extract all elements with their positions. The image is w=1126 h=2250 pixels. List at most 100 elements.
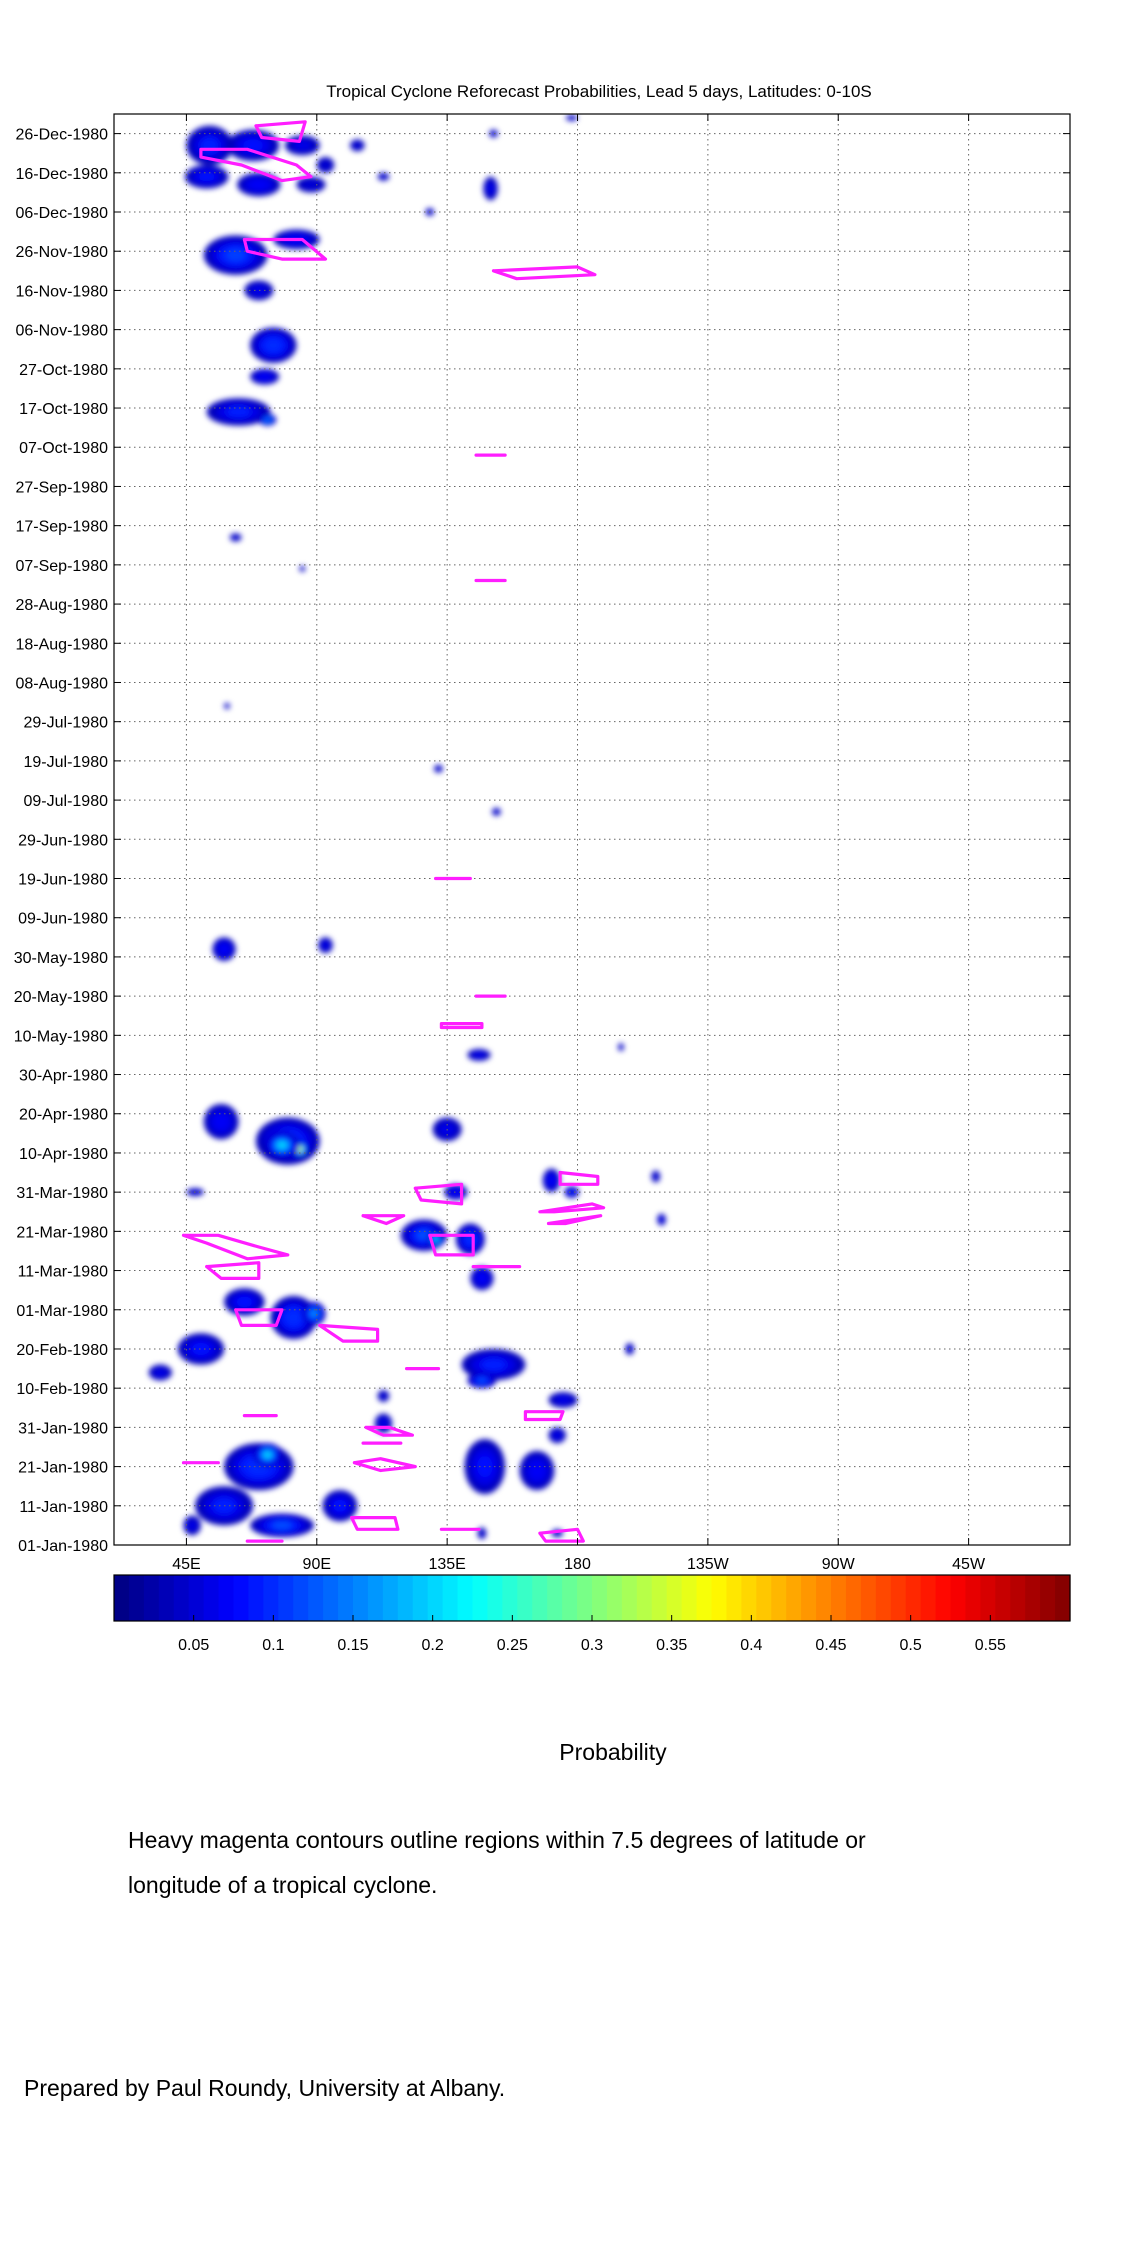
colorbar-cell-17 [367,1575,384,1621]
colorbar-cell-34 [621,1575,638,1621]
probability-blob-60-level-1 [353,142,362,149]
probability-blob-65-level-1 [380,174,387,179]
y-tick-label-32: 16-Nov-1980 [16,283,109,300]
colorbar-cell-46 [801,1575,817,1621]
colorbar-cell-60 [1010,1575,1026,1621]
chart-title: Tropical Cyclone Reforecast Probabilitie… [326,82,872,101]
probability-blob-24-level-5 [433,1237,438,1241]
colorbar-tick-label-8: 0.45 [815,1637,846,1654]
y-tick-label-17: 19-Jun-1980 [18,872,108,889]
y-tick-label-12: 30-Apr-1980 [19,1068,108,1085]
probability-blob-39-level-5 [264,1452,271,1458]
colorbar-cell-20 [412,1575,429,1621]
probability-blob-46-level-2 [480,1358,507,1371]
colorbar-cell-63 [1055,1575,1071,1621]
x-axis: 45E 90E 135E 180 135W 90W 45W [172,114,986,1573]
colorbar-cell-49 [845,1575,862,1621]
probability-blob-27-level-2 [477,1273,487,1284]
probability-blob-58-level-1 [436,766,441,771]
probability-blob-19-level-5 [278,1142,286,1148]
probability-blob-11-level-2 [258,373,271,380]
probability-blob-50-level-2 [530,1462,544,1479]
probability-blob-56-level-1 [300,567,304,571]
y-tick-label-19: 09-Jul-1980 [24,793,109,810]
colorbar-cell-15 [338,1575,354,1621]
y-tick-label-24: 28-Aug-1980 [15,597,108,614]
tc-contours [181,120,606,1543]
y-tick-label-4: 10-Feb-1980 [16,1381,108,1398]
probability-blob-15-level-1 [321,940,330,950]
colorbar-cell-47 [816,1575,832,1621]
colorbar-cell-16 [353,1575,369,1621]
colorbar-cell-36 [651,1575,668,1621]
probability-blob-13-level-4 [265,418,270,422]
probability-blob-37-level-1 [153,1368,167,1377]
y-tick-label-9: 31-Mar-1980 [16,1185,108,1202]
colorbar-cell-29 [547,1575,563,1621]
colorbar-cell-23 [457,1575,474,1621]
probability-blob-55-level-1 [232,535,239,540]
probability-blob-62-level-1 [491,131,496,136]
probability-blob-6-level-1 [302,180,320,190]
colorbar-cell-19 [397,1575,414,1621]
y-tick-label-29: 17-Oct-1980 [19,401,108,418]
probability-blob-51-level-1 [552,1430,563,1440]
probability-blob-34-level-4 [311,1310,317,1317]
y-tick-label-25: 07-Sep-1980 [15,558,108,575]
colorbar-tick-label-6: 0.35 [656,1637,687,1654]
probability-blob-12-level-2 [226,406,252,418]
y-tick-label-21: 29-Jul-1980 [24,715,109,732]
x-tick-label-0: 45E [172,1556,200,1573]
tc-contour-14 [413,1182,464,1206]
colorbar-cell-2 [143,1575,160,1621]
colorbar-cell-40 [711,1575,728,1621]
colorbar: 0.05 0.1 0.15 0.2 0.25 0.3 0.35 0.4 0.45 0.5 0.55 [113,1574,1071,1654]
probability-blob-14-level-2 [219,944,229,954]
probability-blob-48-level-1 [554,1395,572,1405]
tc-contour-8 [439,1021,484,1030]
probability-blob-28-level-2 [548,1175,555,1186]
y-tick-label-23: 18-Aug-1980 [15,636,108,653]
colorbar-cell-58 [980,1575,996,1621]
y-tick-label-16: 09-Jun-1980 [18,911,108,928]
grid [114,114,1070,1545]
tc-contour-2 [242,237,328,261]
colorbar-cell-26 [502,1575,518,1621]
colorbar-cell-43 [756,1575,772,1621]
colorbar-cell-55 [935,1575,952,1621]
probability-blob-9-level-1 [250,284,268,296]
colorbar-cell-5 [188,1575,205,1621]
y-tick-label-5: 20-Feb-1980 [16,1342,108,1359]
y-axis: 01-Jan-1980 11-Jan-1980 21-Jan-1980 31-Jan-… [14,127,1070,1555]
probability-blob-41-level-3 [272,1521,292,1529]
probability-blob-61-level-1 [486,181,495,196]
y-tick-label-0: 01-Jan-1980 [18,1538,108,1555]
colorbar-cell-54 [920,1575,937,1621]
probability-blob-26-level-2 [451,1189,461,1196]
tc-contour-18 [538,1202,606,1214]
colorbar-cell-62 [1040,1575,1056,1621]
colorbar-cell-13 [308,1575,324,1621]
contour-note: Heavy magenta contours outline regions w… [128,1827,866,1898]
colorbar-cell-28 [532,1575,548,1621]
probability-blob-16-level-2 [214,1114,229,1129]
colorbar-tick-label-9: 0.5 [900,1637,922,1654]
probability-field [148,114,666,1540]
credit-line: Prepared by Paul Roundy, University at A… [24,2075,506,2101]
colorbar-cell-12 [293,1575,309,1621]
colorbar-cell-3 [158,1575,175,1621]
probability-blob-35-level-2 [236,1296,253,1308]
colorbar-cell-10 [263,1575,279,1621]
colorbar-cell-38 [681,1575,698,1621]
colorbar-tick-label-1: 0.1 [262,1637,284,1654]
tc-contour-28 [350,1515,400,1531]
colorbar-cell-0 [114,1575,130,1621]
colorbar-cell-22 [442,1575,459,1621]
colorbar-cell-51 [875,1575,892,1621]
y-tick-label-28: 07-Oct-1980 [19,440,108,457]
colorbar-tick-label-0: 0.05 [178,1637,209,1654]
colorbar-cell-52 [890,1575,907,1621]
colorbar-cell-24 [472,1575,489,1621]
tc-contour-0 [254,120,307,143]
